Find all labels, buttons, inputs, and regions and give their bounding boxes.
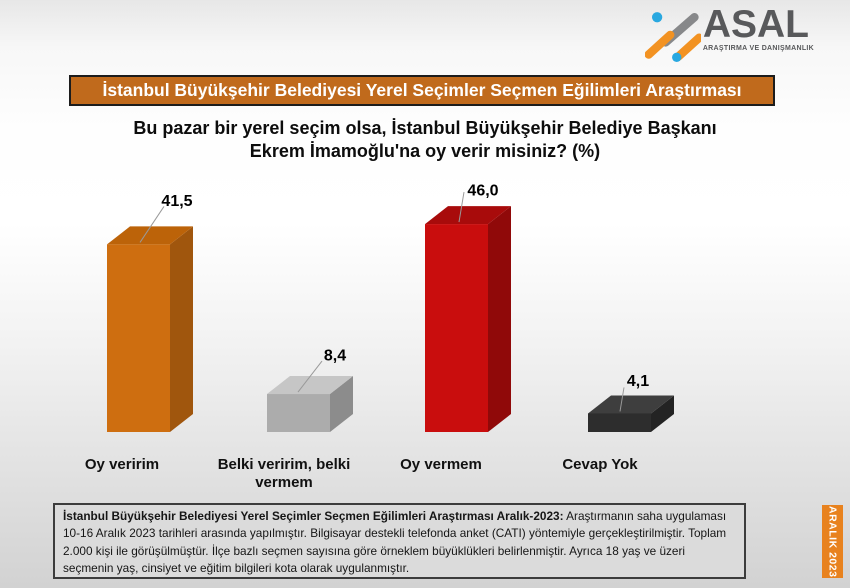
methodology-text: Araştırmanın saha uygulaması 10-16 Aralı… xyxy=(63,509,727,575)
value-label-2: 46,0 xyxy=(467,183,498,200)
bar-front-0 xyxy=(107,244,170,432)
leader-line-2 xyxy=(458,191,465,223)
leader-line-0 xyxy=(139,206,165,243)
bar-side-3 xyxy=(651,395,674,432)
bar-front-3 xyxy=(588,413,651,432)
asal-logo-icon xyxy=(644,12,701,62)
leader-line-3 xyxy=(619,387,625,412)
bar-front-2 xyxy=(425,224,488,432)
bar-top-3 xyxy=(588,395,674,414)
bar-side-1 xyxy=(330,376,353,432)
report-banner: İstanbul Büyükşehir Belediyesi Yerel Seç… xyxy=(69,75,775,106)
bar-side-0 xyxy=(170,226,193,432)
chart-title-line2: Ekrem İmamoğlu'na oy verir misiniz? (%) xyxy=(249,141,601,161)
logo-text-column: ASAL ARAŞTIRMA VE DANIŞMANLIK xyxy=(702,3,814,52)
leader-line-1 xyxy=(297,360,323,393)
category-label-1: Belki veririm, belki vermem xyxy=(217,456,351,491)
asal-logo: ASAL ARAŞTIRMA VE DANIŞMANLIK xyxy=(644,3,814,62)
methodology-title: İstanbul Büyükşehir Belediyesi Yerel Seç… xyxy=(63,509,564,523)
logo-wordmark: ASAL xyxy=(702,3,809,46)
methodology-note: İstanbul Büyükşehir Belediyesi Yerel Seç… xyxy=(53,503,746,579)
value-label-1: 8,4 xyxy=(324,348,346,365)
bar-side-2 xyxy=(488,206,511,432)
chart-title-line1: Bu pazar bir yerel seçim olsa, İstanbul … xyxy=(133,118,717,138)
bar-top-1 xyxy=(267,376,353,395)
value-label-0: 41,5 xyxy=(161,193,192,210)
bar-top-0 xyxy=(107,226,193,245)
value-label-3: 4,1 xyxy=(627,373,649,390)
date-badge: ARALIK 2023 xyxy=(822,505,843,578)
chart-title: Bu pazar bir yerel seçim olsa, İstanbul … xyxy=(0,117,850,163)
category-label-0: Oy veririm xyxy=(84,456,160,473)
logo-subtitle: ARAŞTIRMA VE DANIŞMANLIK xyxy=(702,45,814,52)
bar-top-2 xyxy=(425,206,511,225)
category-label-2: Oy vermem xyxy=(400,456,482,473)
category-label-3: Cevap Yok xyxy=(562,456,638,473)
bar-front-1 xyxy=(267,394,330,432)
